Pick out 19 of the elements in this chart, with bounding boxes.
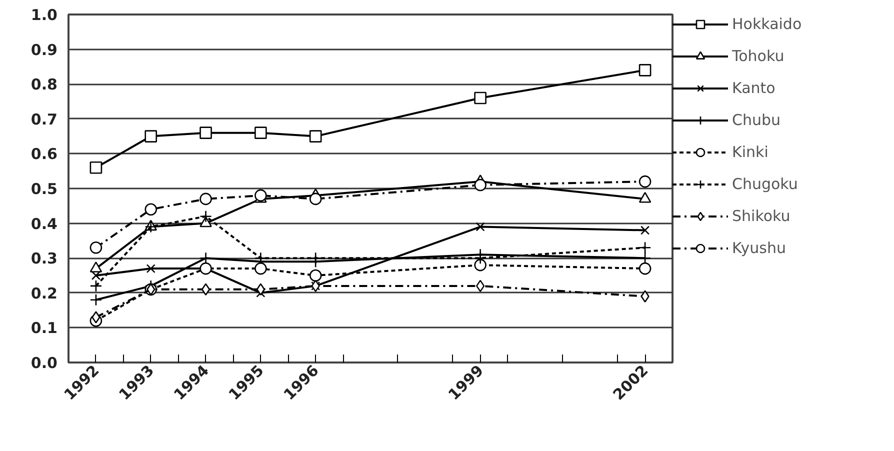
- legend-label: Shikoku: [732, 207, 792, 225]
- legend-label: Kinki: [732, 143, 770, 161]
- legend-label: Chubu: [732, 111, 782, 129]
- y-tick-label: 1.0: [30, 6, 58, 24]
- y-tick-label: 0.1: [30, 319, 58, 338]
- y-tick-label: 0.0: [30, 354, 58, 372]
- y-tick-label: 0.4: [30, 214, 58, 233]
- y-tick-label: 0.5: [30, 180, 58, 198]
- legend-label: Tohoku: [732, 47, 786, 65]
- legend-label: Kanto: [732, 79, 776, 97]
- y-tick-label: 0.6: [30, 145, 58, 164]
- y-tick-label: 0.3: [30, 250, 58, 268]
- legend-label: Kyushu: [732, 239, 787, 257]
- legend-label: Hokkaido: [732, 15, 803, 33]
- y-tick-label: 0.7: [30, 110, 58, 128]
- y-tick-label: 0.9: [30, 40, 58, 59]
- legend-label: Chugoku: [732, 175, 799, 193]
- y-tick-label: 0.8: [30, 76, 58, 94]
- y-tick-label: 0.2: [30, 284, 58, 302]
